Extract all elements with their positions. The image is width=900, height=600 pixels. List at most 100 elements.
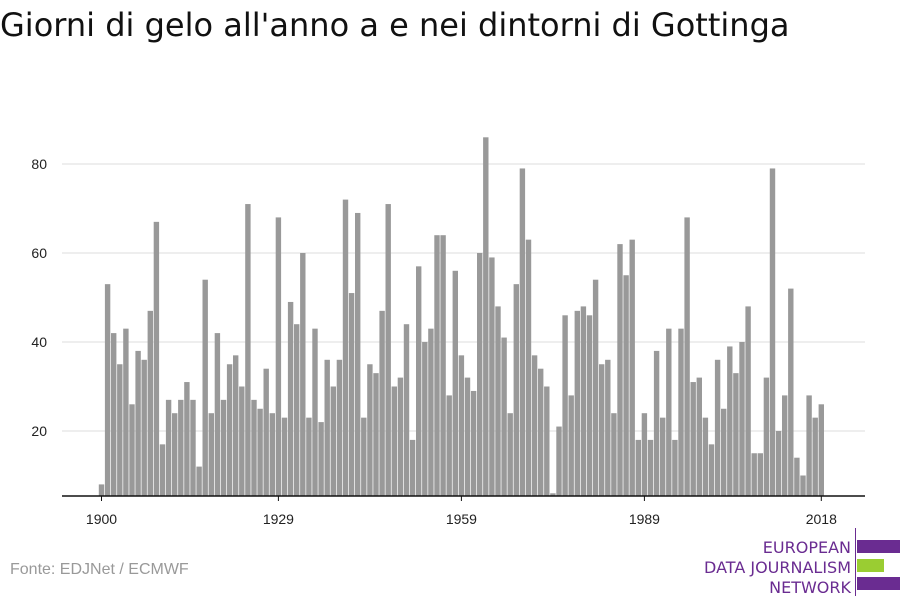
bar-1960[interactable] — [464, 377, 471, 496]
bar-1929[interactable] — [275, 217, 282, 496]
bar-1975[interactable] — [556, 426, 562, 496]
bar-1904[interactable] — [123, 328, 129, 496]
bar-1914[interactable] — [184, 382, 190, 496]
bar-2018[interactable] — [818, 404, 824, 496]
bar-1936[interactable] — [318, 422, 324, 496]
bar-1934[interactable] — [306, 417, 312, 496]
bar-1958[interactable] — [452, 270, 458, 496]
bar-1993[interactable] — [666, 328, 672, 496]
bar-2016[interactable] — [806, 395, 812, 496]
bar-1951[interactable] — [409, 439, 416, 496]
bar-1990[interactable] — [647, 439, 654, 496]
bar-1976[interactable] — [562, 315, 568, 496]
bar-1955[interactable] — [434, 235, 440, 496]
bar-2013[interactable] — [788, 288, 794, 496]
bar-1919[interactable] — [214, 333, 221, 496]
bar-1965[interactable] — [495, 306, 501, 496]
bar-1983[interactable] — [605, 359, 611, 496]
bar-2012[interactable] — [782, 395, 788, 496]
bar-2015[interactable] — [800, 475, 806, 497]
bar-1918[interactable] — [208, 413, 214, 496]
bar-2005[interactable] — [739, 342, 745, 496]
bar-1969[interactable] — [519, 168, 526, 496]
bar-2004[interactable] — [733, 373, 739, 496]
bar-1981[interactable] — [592, 279, 599, 496]
bar-1980[interactable] — [586, 315, 593, 496]
bar-1970[interactable] — [525, 239, 532, 496]
bar-2001[interactable] — [714, 359, 721, 496]
bar-1973[interactable] — [544, 386, 550, 497]
bar-1945[interactable] — [373, 373, 379, 496]
bar-1984[interactable] — [611, 413, 617, 496]
bar-1998[interactable] — [696, 377, 702, 496]
bar-1971[interactable] — [531, 355, 538, 496]
bar-1935[interactable] — [312, 328, 318, 496]
bar-1916[interactable] — [196, 466, 202, 496]
bar-2007[interactable] — [751, 453, 757, 496]
bar-2009[interactable] — [763, 377, 770, 496]
bar-1964[interactable] — [489, 257, 495, 496]
bar-1943[interactable] — [361, 417, 367, 496]
bar-1986[interactable] — [623, 275, 629, 496]
bar-1999[interactable] — [702, 417, 709, 496]
bar-1933[interactable] — [300, 253, 306, 496]
bar-1950[interactable] — [403, 324, 410, 496]
bar-1954[interactable] — [428, 328, 434, 496]
bar-1926[interactable] — [257, 408, 263, 496]
bar-1977[interactable] — [568, 395, 574, 496]
bar-1909[interactable] — [153, 221, 160, 496]
bar-1941[interactable] — [348, 293, 355, 496]
bar-1959[interactable] — [458, 355, 465, 496]
bar-1939[interactable] — [336, 359, 343, 496]
bar-1972[interactable] — [538, 368, 544, 496]
bar-1928[interactable] — [269, 413, 275, 496]
bar-1947[interactable] — [385, 204, 391, 497]
bar-1992[interactable] — [660, 417, 666, 496]
bar-1961[interactable] — [470, 390, 477, 496]
bar-1978[interactable] — [574, 310, 580, 496]
bar-1991[interactable] — [653, 350, 660, 496]
bar-1930[interactable] — [281, 417, 288, 496]
bar-1907[interactable] — [141, 359, 147, 496]
bar-1957[interactable] — [446, 395, 452, 496]
bar-1902[interactable] — [111, 333, 117, 496]
bar-1985[interactable] — [617, 244, 623, 496]
bar-1920[interactable] — [220, 399, 227, 496]
bar-1927[interactable] — [263, 368, 269, 496]
bar-1922[interactable] — [233, 355, 239, 496]
bar-1997[interactable] — [690, 382, 696, 496]
bar-2017[interactable] — [812, 417, 818, 496]
bar-1995[interactable] — [678, 328, 684, 496]
bar-1982[interactable] — [599, 364, 605, 496]
bar-1906[interactable] — [135, 350, 141, 496]
bar-1938[interactable] — [330, 386, 336, 497]
bar-1974[interactable] — [550, 493, 556, 496]
bar-1948[interactable] — [391, 386, 397, 497]
bar-1905[interactable] — [129, 404, 135, 496]
bar-1940[interactable] — [342, 199, 349, 496]
bar-2000[interactable] — [708, 444, 715, 496]
bar-1921[interactable] — [226, 364, 233, 496]
bar-2008[interactable] — [757, 453, 763, 496]
bar-2011[interactable] — [775, 431, 782, 496]
bar-1911[interactable] — [165, 399, 172, 496]
bar-1917[interactable] — [202, 279, 208, 496]
bar-1946[interactable] — [379, 310, 385, 496]
bar-1996[interactable] — [684, 217, 690, 496]
bar-1968[interactable] — [513, 284, 519, 496]
bar-1900[interactable] — [98, 484, 105, 496]
bar-1944[interactable] — [367, 364, 373, 496]
bar-1903[interactable] — [117, 364, 123, 496]
bar-1979[interactable] — [580, 306, 587, 496]
bar-1931[interactable] — [287, 301, 294, 496]
bar-1953[interactable] — [422, 342, 428, 496]
bar-1925[interactable] — [251, 399, 257, 496]
bar-1901[interactable] — [104, 284, 111, 496]
edjnet-logo[interactable]: EUROPEAN DATA JOURNALISM NETWORK — [700, 528, 900, 597]
bar-1932[interactable] — [294, 324, 300, 496]
bar-1966[interactable] — [501, 337, 507, 496]
bar-1989[interactable] — [641, 413, 648, 496]
bar-1915[interactable] — [190, 399, 196, 496]
bar-1942[interactable] — [355, 212, 361, 496]
bar-1962[interactable] — [477, 253, 483, 496]
